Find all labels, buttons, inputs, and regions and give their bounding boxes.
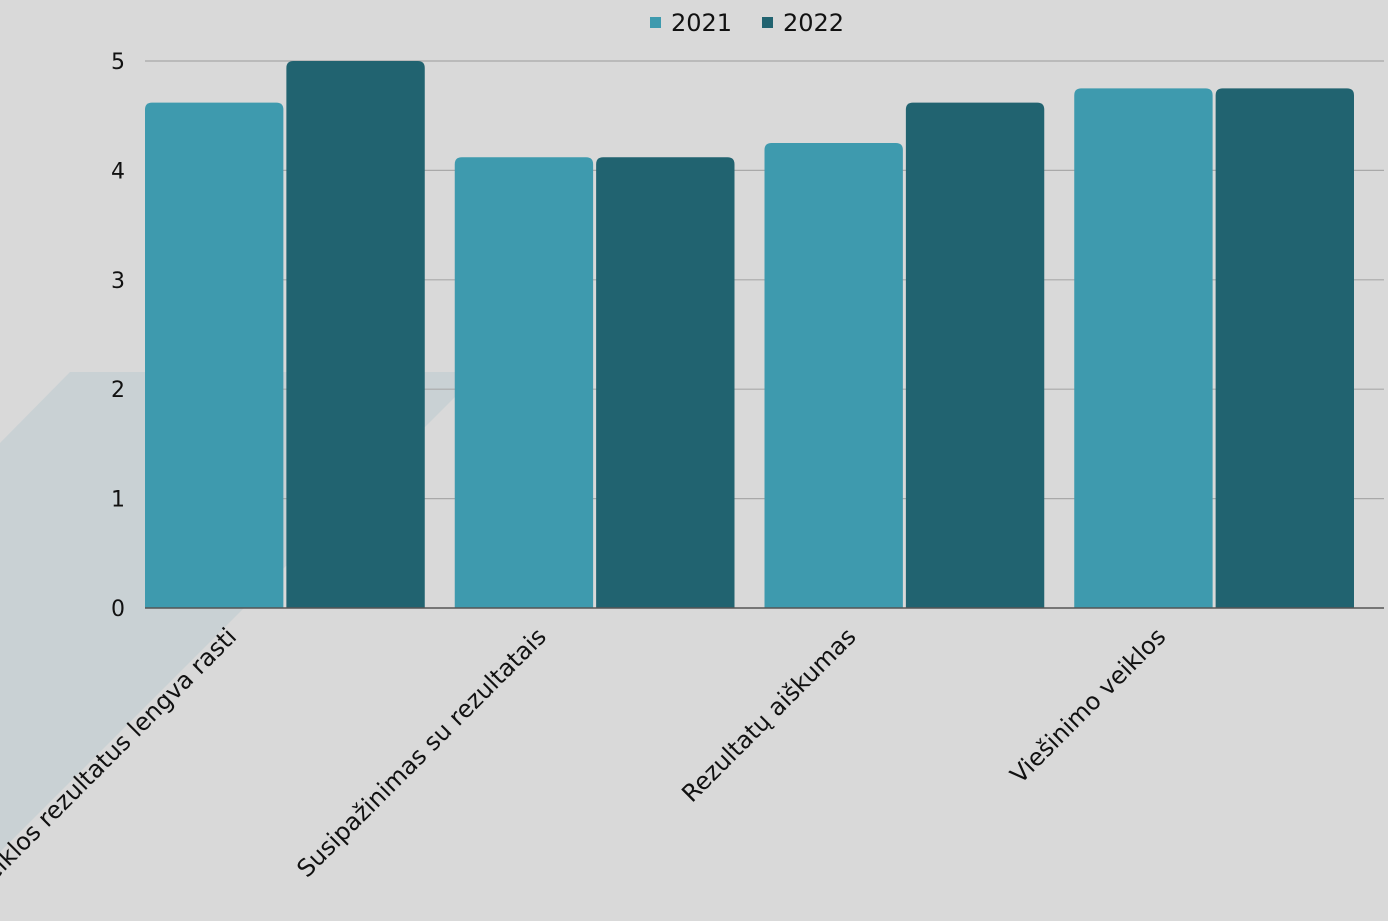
x-tick-label: Rezultatų aiškumas — [676, 622, 861, 807]
x-tick-label: Susipažinimas su rezultatais — [291, 622, 551, 882]
bar-2021-2 — [454, 157, 594, 608]
bar-2021-3 — [764, 143, 903, 609]
legend-label: 2022 — [783, 9, 844, 37]
y-tick-label: 4 — [111, 159, 125, 184]
y-tick-label: 5 — [111, 50, 125, 75]
y-tick-label: 3 — [111, 269, 125, 294]
y-tick-label: 0 — [111, 597, 125, 622]
bar-2022-2 — [596, 157, 735, 608]
y-tick-label: 2 — [111, 378, 125, 403]
bar-2022-4 — [1215, 88, 1354, 609]
legend: 2021 2022 — [650, 9, 844, 37]
x-tick-label: Viešinimo veiklos — [1005, 622, 1172, 789]
bars — [145, 61, 1354, 609]
bar-2022-1 — [286, 61, 425, 608]
bar-2021-4 — [1074, 88, 1213, 609]
bar-2021-1 — [145, 102, 284, 609]
bar-2022-3 — [905, 102, 1045, 609]
legend-label: 2021 — [671, 9, 732, 37]
y-tick-label: 1 — [111, 488, 125, 513]
y-axis: 0 1 2 3 4 5 — [111, 50, 125, 622]
legend-swatch-2022 — [762, 17, 773, 28]
legend-swatch-2021 — [650, 17, 661, 28]
